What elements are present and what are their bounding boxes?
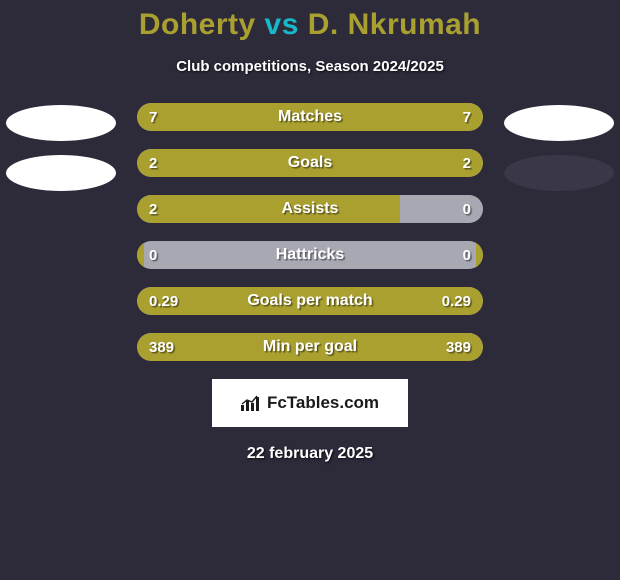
stat-label: Hattricks bbox=[137, 241, 483, 269]
stat-value-right: 0 bbox=[463, 195, 471, 223]
stat-value-right: 0.29 bbox=[442, 287, 471, 315]
stat-label: Goals bbox=[137, 149, 483, 177]
fctables-logo: FcTables.com bbox=[212, 379, 408, 427]
player2-name: D. Nkrumah bbox=[308, 8, 481, 41]
vs-word: vs bbox=[265, 8, 299, 41]
player1-name: Doherty bbox=[139, 8, 256, 41]
logo-text: FcTables.com bbox=[267, 393, 379, 413]
stat-rows: 7Matches72Goals22Assists00Hattricks00.29… bbox=[137, 103, 483, 361]
stat-row: 7Matches7 bbox=[137, 103, 483, 131]
date-text: 22 february 2025 bbox=[0, 445, 620, 463]
stat-label: Goals per match bbox=[137, 287, 483, 315]
stat-row: 0.29Goals per match0.29 bbox=[137, 287, 483, 315]
stat-value-right: 7 bbox=[463, 103, 471, 131]
stat-value-right: 2 bbox=[463, 149, 471, 177]
stat-label: Assists bbox=[137, 195, 483, 223]
player1-marker-top bbox=[6, 105, 116, 141]
stat-label: Min per goal bbox=[137, 333, 483, 361]
player1-marker-bot bbox=[6, 155, 116, 191]
stat-row: 2Assists0 bbox=[137, 195, 483, 223]
subtitle: Club competitions, Season 2024/2025 bbox=[0, 58, 620, 75]
chart-icon bbox=[241, 395, 261, 411]
player2-marker-top bbox=[504, 105, 614, 141]
comparison-title: Doherty vs D. Nkrumah bbox=[0, 8, 620, 42]
stat-label: Matches bbox=[137, 103, 483, 131]
stat-row: 389Min per goal389 bbox=[137, 333, 483, 361]
stat-value-right: 0 bbox=[463, 241, 471, 269]
player2-marker-bot bbox=[504, 155, 614, 191]
stats-area: 7Matches72Goals22Assists00Hattricks00.29… bbox=[0, 103, 620, 361]
stat-value-right: 389 bbox=[446, 333, 471, 361]
stat-row: 0Hattricks0 bbox=[137, 241, 483, 269]
stat-row: 2Goals2 bbox=[137, 149, 483, 177]
